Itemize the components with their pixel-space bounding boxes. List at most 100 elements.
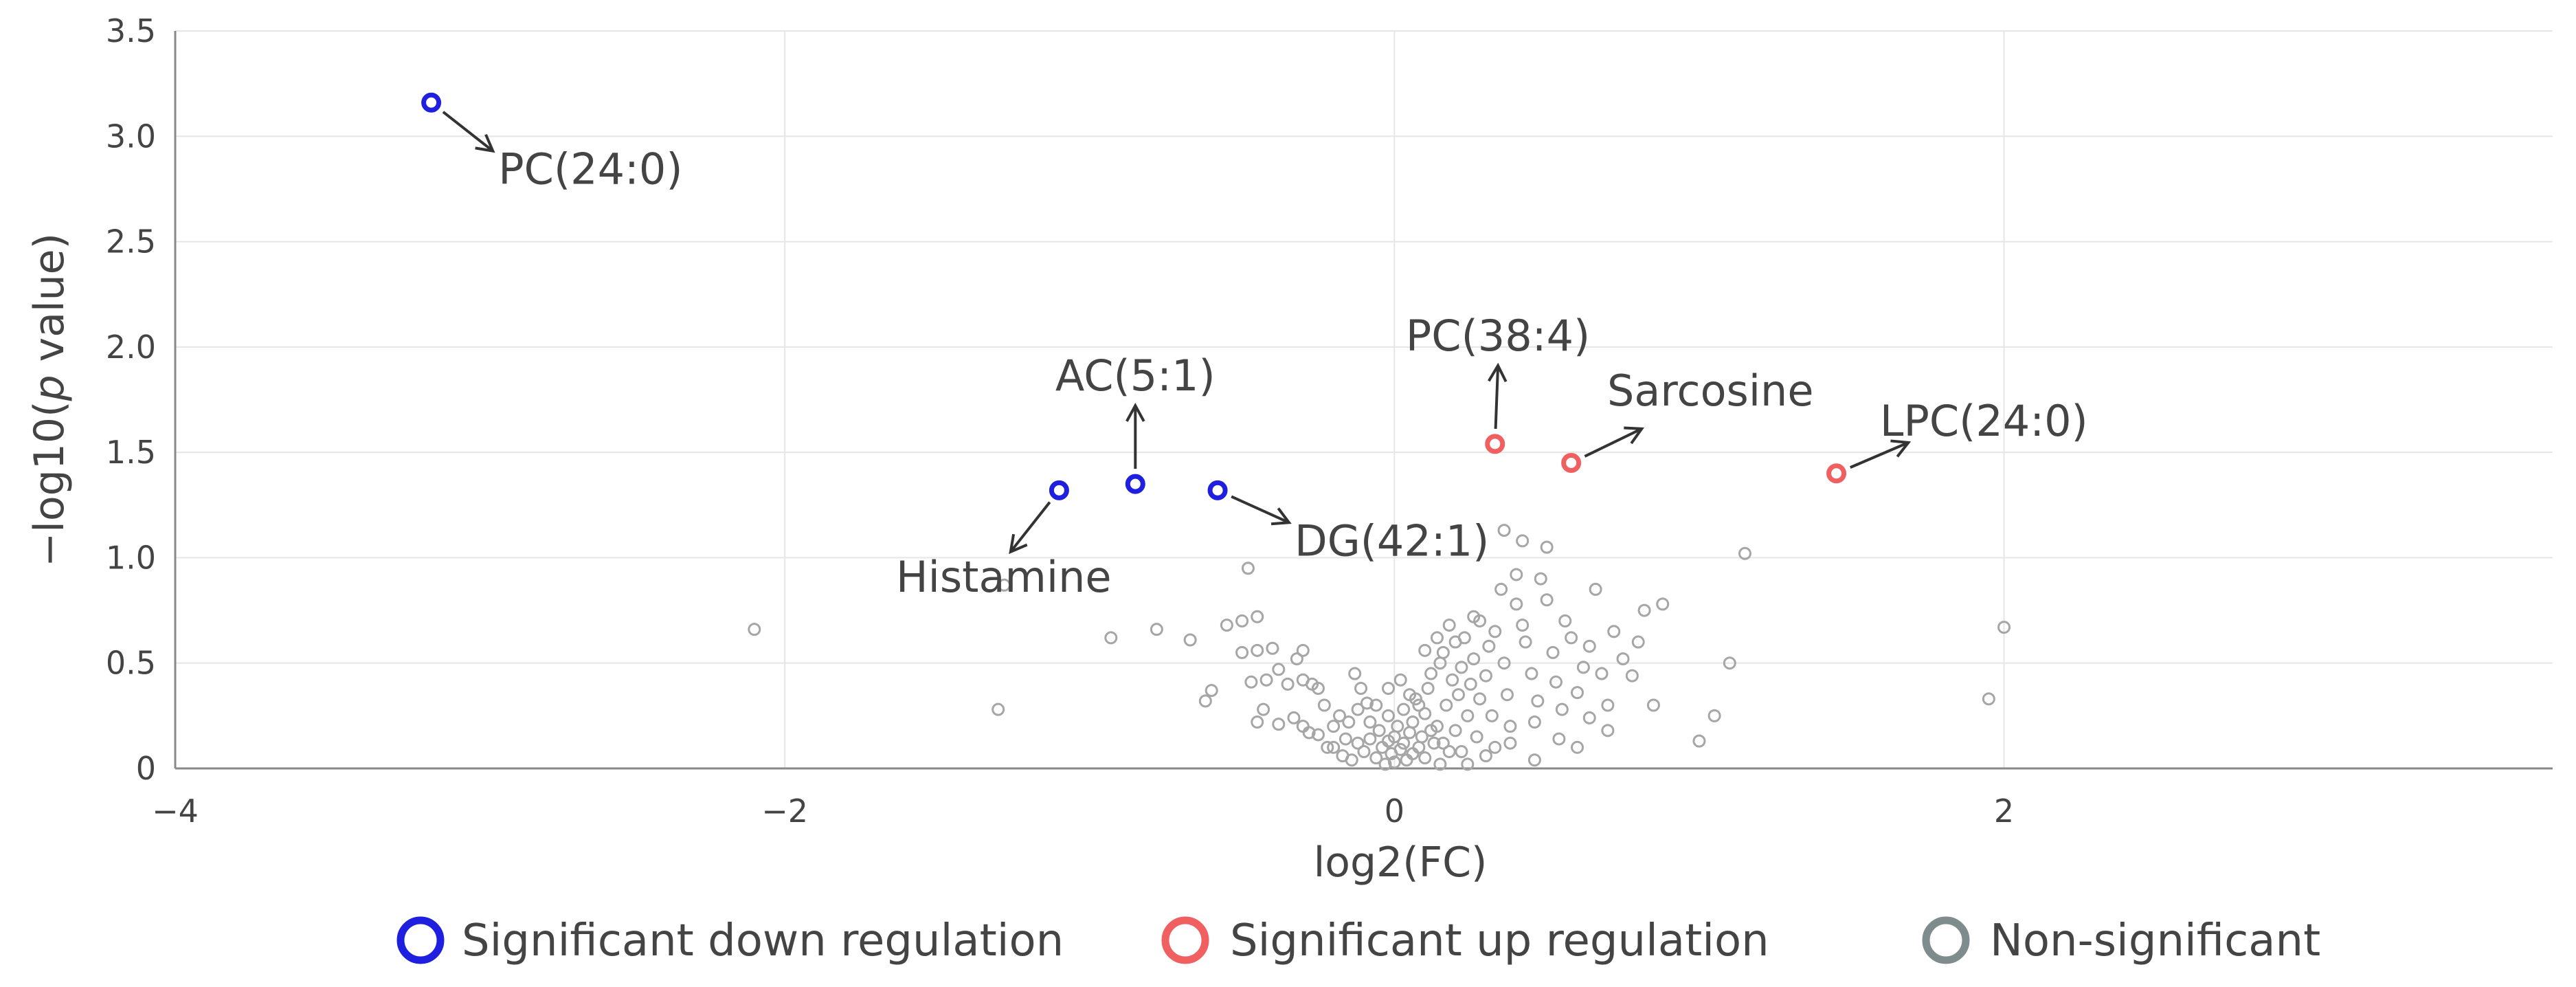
nonsig-point[interactable] [1436,736,1450,750]
nonsig-point[interactable] [1257,702,1270,716]
nonsig-point[interactable] [1582,711,1596,724]
nonsig-point[interactable] [1488,740,1502,754]
nonsig-point[interactable] [1436,645,1450,659]
nonsig-point[interactable] [1656,597,1670,611]
nonsig-point[interactable] [1321,740,1334,754]
sig-point[interactable] [1826,463,1847,484]
nonsig-point[interactable] [1723,656,1736,670]
nonsig-point[interactable] [1446,673,1459,687]
nonsig-point[interactable] [1327,740,1341,754]
nonsig-point[interactable] [1348,667,1362,680]
nonsig-point[interactable] [1296,720,1310,733]
nonsig-point[interactable] [1540,540,1554,554]
nonsig-point[interactable] [1235,614,1249,628]
nonsig-point[interactable] [1363,732,1377,746]
nonsig-point[interactable] [1302,726,1316,740]
nonsig-point[interactable] [1251,643,1264,657]
nonsig-point[interactable] [1455,661,1468,674]
nonsig-point[interactable] [1351,736,1365,750]
nonsig-point[interactable] [1464,677,1477,691]
nonsig-point[interactable] [1510,597,1523,611]
nonsig-point[interactable] [1582,639,1596,653]
nonsig-point[interactable] [998,578,1011,592]
nonsig-point[interactable] [1287,711,1301,724]
nonsig-point[interactable] [1424,667,1438,680]
nonsig-point[interactable] [1393,673,1407,687]
nonsig-point[interactable] [1415,730,1429,744]
nonsig-point[interactable] [1546,645,1560,659]
nonsig-point[interactable] [1421,682,1435,696]
nonsig-point[interactable] [1433,757,1447,771]
nonsig-point[interactable] [1406,716,1420,729]
sig-point[interactable] [1049,480,1069,500]
nonsig-point[interactable] [1311,728,1325,742]
nonsig-point[interactable] [1500,688,1514,702]
nonsig-point[interactable] [1455,744,1468,758]
nonsig-point[interactable] [1497,524,1511,537]
nonsig-point[interactable] [1461,757,1475,771]
nonsig-point[interactable] [1516,619,1530,632]
nonsig-point[interactable] [1333,709,1347,722]
nonsig-point[interactable] [1427,736,1441,750]
nonsig-point[interactable] [1589,582,1602,596]
nonsig-point[interactable] [1412,698,1426,712]
nonsig-point[interactable] [1534,572,1547,586]
legend-item-up[interactable]: Significant up regulation [1161,916,1769,966]
nonsig-point[interactable] [1418,643,1432,657]
nonsig-point[interactable] [1457,631,1471,645]
nonsig-point[interactable] [1430,631,1444,645]
nonsig-point[interactable] [1997,621,2011,634]
nonsig-point[interactable] [1403,688,1417,702]
nonsig-point[interactable] [1503,736,1517,750]
nonsig-point[interactable] [1601,698,1615,712]
nonsig-point[interactable] [1360,696,1374,710]
nonsig-point[interactable] [1354,682,1368,696]
nonsig-point[interactable] [992,702,1005,716]
nonsig-point[interactable] [1418,707,1432,720]
nonsig-point[interactable] [1601,724,1615,738]
nonsig-point[interactable] [1220,619,1233,632]
nonsig-point[interactable] [1442,619,1456,632]
nonsig-point[interactable] [1440,698,1453,712]
nonsig-point[interactable] [1448,724,1462,738]
nonsig-point[interactable] [1527,716,1541,729]
nonsig-point[interactable] [1616,652,1630,666]
nonsig-point[interactable] [1369,751,1383,765]
nonsig-point[interactable] [1692,734,1706,748]
nonsig-point[interactable] [1565,631,1578,645]
nonsig-point[interactable] [1418,751,1432,765]
nonsig-point[interactable] [1552,732,1566,746]
nonsig-point[interactable] [1251,610,1264,623]
nonsig-point[interactable] [1397,702,1411,716]
nonsig-point[interactable] [1442,744,1456,758]
nonsig-point[interactable] [1241,562,1255,575]
nonsig-point[interactable] [1198,694,1212,708]
nonsig-point[interactable] [1510,568,1523,581]
nonsig-point[interactable] [1296,643,1310,657]
nonsig-point[interactable] [1378,757,1392,771]
nonsig-point[interactable] [1290,652,1303,666]
nonsig-point[interactable] [1637,603,1651,617]
nonsig-point[interactable] [1317,698,1331,712]
nonsig-point[interactable] [1406,747,1420,761]
nonsig-point[interactable] [1607,625,1621,639]
nonsig-point[interactable] [1397,736,1411,750]
legend-item-nonsig[interactable]: Non-significant [1922,916,2320,966]
nonsig-point[interactable] [1479,669,1492,683]
nonsig-point[interactable] [1452,688,1466,702]
nonsig-point[interactable] [1482,639,1496,653]
nonsig-point[interactable] [1540,593,1554,607]
nonsig-point[interactable] [1251,716,1264,729]
nonsig-point[interactable] [1527,753,1541,767]
nonsig-point[interactable] [1412,740,1426,754]
nonsig-point[interactable] [1400,753,1413,767]
nonsig-point[interactable] [1497,656,1511,670]
nonsig-point[interactable] [1387,755,1401,769]
nonsig-point[interactable] [1183,633,1197,647]
nonsig-point[interactable] [1363,716,1377,729]
nonsig-point[interactable] [1342,716,1356,729]
nonsig-point[interactable] [1104,631,1118,645]
nonsig-point[interactable] [1235,645,1249,659]
nonsig-point[interactable] [1391,720,1404,733]
nonsig-point[interactable] [1982,692,1995,706]
